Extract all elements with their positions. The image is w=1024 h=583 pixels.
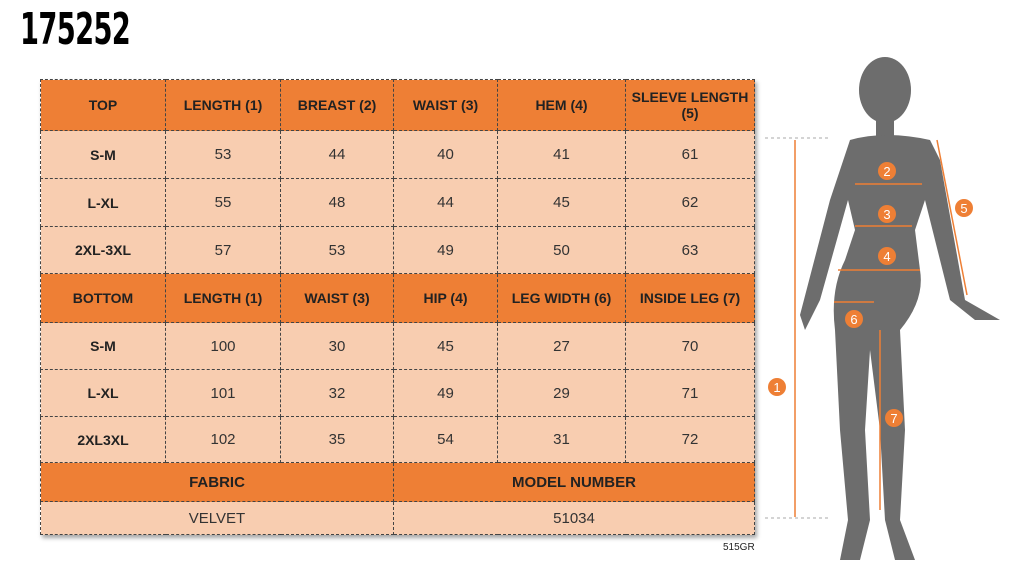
column-header: WAIST (3) <box>280 273 394 323</box>
table-cell: 35 <box>280 416 394 463</box>
table-cell: 27 <box>497 322 626 370</box>
table-cell: 70 <box>625 322 755 370</box>
table-cell: 71 <box>625 369 755 417</box>
table-cell: S-M <box>40 322 166 370</box>
table-cell: 62 <box>625 178 755 227</box>
table-cell: 49 <box>393 369 498 417</box>
column-header: LENGTH (1) <box>165 79 281 131</box>
column-header: LENGTH (1) <box>165 273 281 323</box>
table-row: 2XL-3XL 57 53 49 50 63 <box>40 226 755 274</box>
svg-text:3: 3 <box>883 207 890 222</box>
table-cell: 2XL3XL <box>40 416 166 463</box>
measurement-marker-1: 1 <box>768 378 786 396</box>
table-cell: L-XL <box>40 369 166 417</box>
body-measurement-figure: 1 2 3 4 5 6 7 <box>765 57 1000 560</box>
measurement-marker-6: 6 <box>845 310 863 328</box>
column-header: WAIST (3) <box>393 79 498 131</box>
svg-text:7: 7 <box>890 411 897 426</box>
measurement-marker-4: 4 <box>878 247 896 265</box>
table-cell: 102 <box>165 416 281 463</box>
table-cell: 55 <box>165 178 281 227</box>
column-header: INSIDE LEG (7) <box>625 273 755 323</box>
column-header: HEM (4) <box>497 79 626 131</box>
table-cell: 51034 <box>393 501 755 535</box>
table-cell: 31 <box>497 416 626 463</box>
svg-text:2: 2 <box>883 164 890 179</box>
svg-text:6: 6 <box>850 312 857 327</box>
table-row: S-M 53 44 40 41 61 <box>40 130 755 179</box>
column-header: SLEEVE LENGTH (5) <box>625 79 755 131</box>
table-cell: S-M <box>40 130 166 179</box>
table-row: S-M 100 30 45 27 70 <box>40 322 755 370</box>
footer-header-row: FABRIC MODEL NUMBER <box>40 462 755 502</box>
table-cell: 72 <box>625 416 755 463</box>
silhouette-icon <box>800 57 1000 560</box>
svg-text:5: 5 <box>960 201 967 216</box>
size-chart-table: TOP LENGTH (1) BREAST (2) WAIST (3) HEM (4) S… <box>40 79 755 535</box>
table-cell: 61 <box>625 130 755 179</box>
table-cell: 45 <box>497 178 626 227</box>
table-cell: 63 <box>625 226 755 274</box>
footer-value-row: VELVET 51034 <box>40 501 755 535</box>
table-cell: 53 <box>280 226 394 274</box>
table-cell: 48 <box>280 178 394 227</box>
table-cell: 53 <box>165 130 281 179</box>
table-cell: 101 <box>165 369 281 417</box>
table-cell: 2XL-3XL <box>40 226 166 274</box>
table-cell: 40 <box>393 130 498 179</box>
column-header: LEG WIDTH (6) <box>497 273 626 323</box>
table-cell: 29 <box>497 369 626 417</box>
measurement-marker-7: 7 <box>885 409 903 427</box>
column-header: HIP (4) <box>393 273 498 323</box>
header-row: TOP LENGTH (1) BREAST (2) WAIST (3) HEM (4) S… <box>40 79 755 131</box>
column-header: MODEL NUMBER <box>393 462 755 502</box>
column-header: BOTTOM <box>40 273 166 323</box>
column-header: FABRIC <box>40 462 394 502</box>
header-row: BOTTOM LENGTH (1) WAIST (3) HIP (4) LEG WIDT… <box>40 273 755 323</box>
table-cell: L-XL <box>40 178 166 227</box>
table-row: L-XL 55 48 44 45 62 <box>40 178 755 227</box>
table-cell: 32 <box>280 369 394 417</box>
table-cell: 50 <box>497 226 626 274</box>
column-header: BREAST (2) <box>280 79 394 131</box>
table-cell: 30 <box>280 322 394 370</box>
product-code-title: 175252 <box>20 4 131 55</box>
table-cell: 41 <box>497 130 626 179</box>
measurement-marker-2: 2 <box>878 162 896 180</box>
table-row: 2XL3XL 102 35 54 31 72 <box>40 416 755 463</box>
column-header: TOP <box>40 79 166 131</box>
table-cell: 57 <box>165 226 281 274</box>
table-cell: VELVET <box>40 501 394 535</box>
table-cell: 100 <box>165 322 281 370</box>
table-cell: 45 <box>393 322 498 370</box>
table-cell: 44 <box>280 130 394 179</box>
table-cell: 44 <box>393 178 498 227</box>
measurement-marker-5: 5 <box>955 199 973 217</box>
table-row: L-XL 101 32 49 29 71 <box>40 369 755 417</box>
table-cell: 49 <box>393 226 498 274</box>
svg-text:4: 4 <box>883 249 890 264</box>
measurement-marker-3: 3 <box>878 205 896 223</box>
svg-text:1: 1 <box>773 380 780 395</box>
reference-code: 515GR <box>723 542 755 553</box>
table-cell: 54 <box>393 416 498 463</box>
